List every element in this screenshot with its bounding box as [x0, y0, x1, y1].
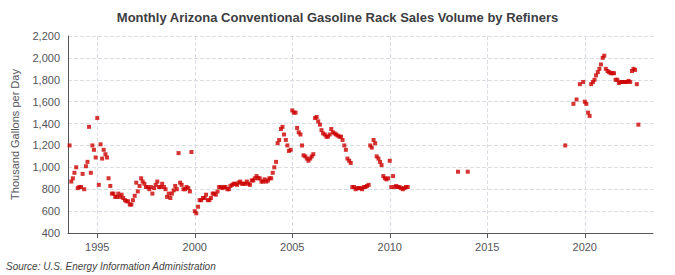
svg-text:2000: 2000 [183, 241, 207, 253]
svg-text:Thousand Gallons per Day: Thousand Gallons per Day [9, 69, 21, 200]
svg-text:400: 400 [42, 227, 60, 239]
svg-text:1,600: 1,600 [32, 96, 60, 108]
svg-text:2010: 2010 [378, 241, 402, 253]
svg-text:Source: U.S. Energy Informatio: Source: U.S. Energy Information Administ… [6, 261, 216, 272]
svg-text:1995: 1995 [85, 241, 109, 253]
svg-text:1,000: 1,000 [32, 161, 60, 173]
svg-text:600: 600 [42, 205, 60, 217]
svg-text:2,200: 2,200 [32, 30, 60, 42]
svg-text:800: 800 [42, 183, 60, 195]
svg-text:2015: 2015 [475, 241, 499, 253]
svg-text:Monthly Arizona Conventional G: Monthly Arizona Conventional Gasoline Ra… [117, 10, 558, 25]
svg-text:2,000: 2,000 [32, 52, 60, 64]
svg-text:1,400: 1,400 [32, 118, 60, 130]
svg-text:1,800: 1,800 [32, 74, 60, 86]
svg-text:2020: 2020 [573, 241, 597, 253]
svg-text:2005: 2005 [280, 241, 304, 253]
svg-text:1,200: 1,200 [32, 139, 60, 151]
